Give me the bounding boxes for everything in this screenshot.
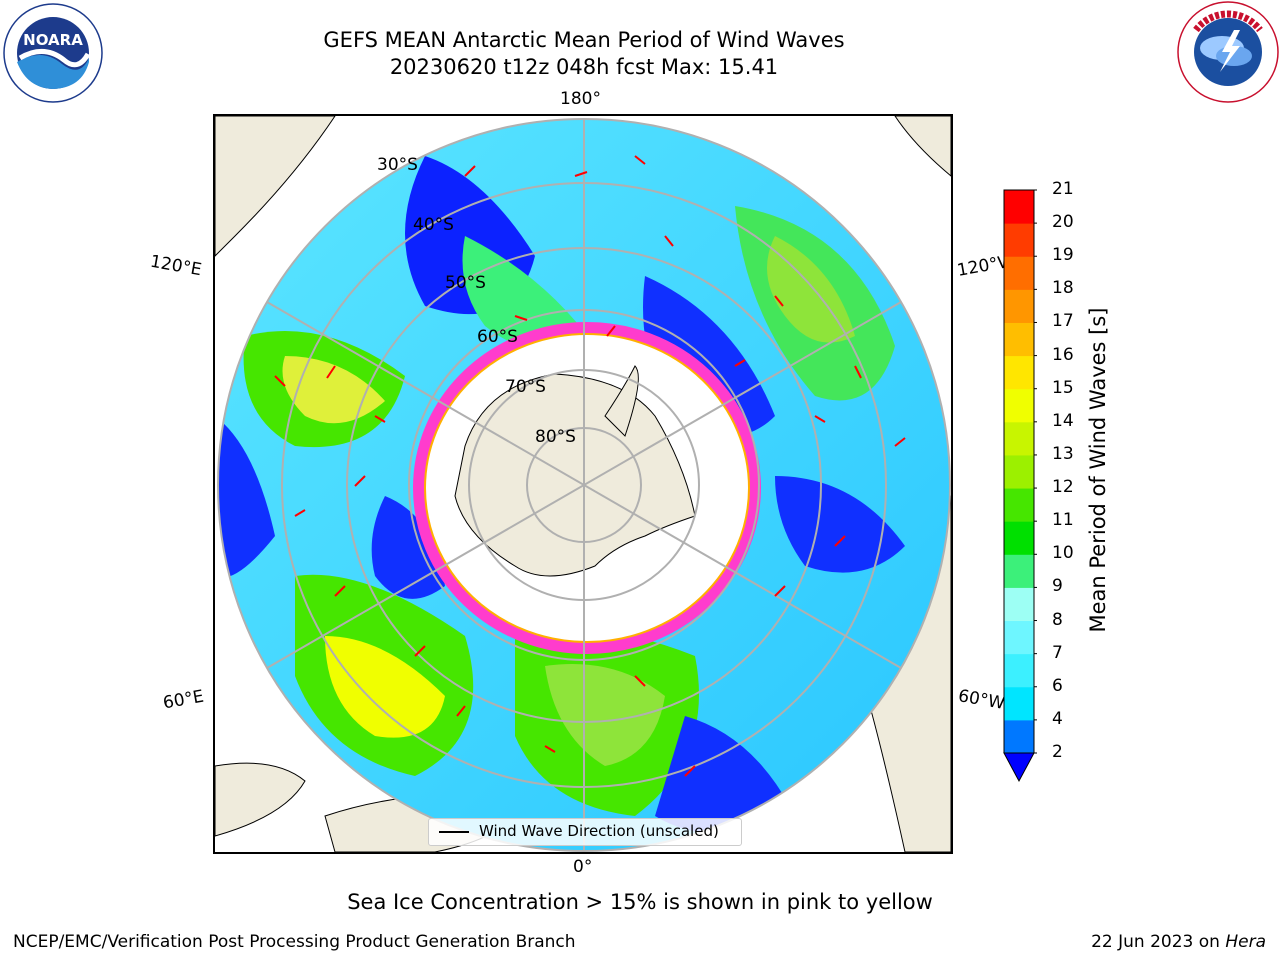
map-legend: Wind Wave Direction (unscaled) (428, 818, 742, 846)
lat-label-40s: 40°S (413, 215, 454, 235)
colorbar-tick-label: 6 (1052, 675, 1063, 696)
chart-title-line2: 20230620 t12z 048h fcst Max: 15.41 (389, 55, 779, 79)
colorbar-tick-label: 14 (1052, 410, 1074, 431)
graticule (217, 118, 951, 852)
colorbar-tick-label: 12 (1052, 477, 1074, 498)
lon-label-bottom: 0° (573, 857, 593, 877)
colorbar-segment (1004, 355, 1034, 390)
colorbar-segment (1004, 686, 1034, 721)
colorbar-segment (1004, 388, 1034, 423)
colorbar-label: Mean Period of Wind Waves [s] (1086, 307, 1110, 633)
noaa-logo: NOARA (3, 3, 103, 103)
legend-line-icon (439, 831, 469, 833)
colorbar-segment (1004, 554, 1034, 588)
polar-map-canvas: 30°S 40°S 50°S 60°S 70°S 80°S (215, 116, 951, 852)
colorbar-tick-label: 15 (1052, 377, 1074, 398)
colorbar-segment (1004, 587, 1034, 622)
colorbar-tick-label: 19 (1052, 245, 1074, 266)
colorbar-tick-label: 20 (1052, 212, 1074, 233)
legend-label: Wind Wave Direction (unscaled) (479, 822, 719, 840)
wind-wave-arrows (274, 155, 906, 777)
colorbar-segment (1004, 421, 1034, 456)
polar-map: 30°S 40°S 50°S 60°S 70°S 80°S (213, 114, 953, 854)
colorbar-tick-label: 4 (1052, 708, 1063, 729)
run-date: 22 Jun 2023 on Hera (1091, 932, 1266, 952)
colorbar-segment (1004, 488, 1034, 522)
colorbar-tick-label: 2 (1052, 742, 1063, 762)
colorbar-segment (1004, 322, 1034, 357)
colorbar-segment (1004, 190, 1034, 224)
credit-text: NCEP/EMC/Verification Post Processing Pr… (13, 932, 576, 952)
lat-label-60s: 60°S (477, 327, 518, 347)
lon-label-lower-left: 60°E (161, 686, 206, 714)
machine-name: Hera (1225, 932, 1266, 952)
colorbar-outline (1003, 189, 1035, 754)
colorbar-segment (1004, 256, 1034, 290)
nws-logo (1177, 1, 1279, 103)
colorbar-segment (1004, 289, 1034, 323)
colorbar-tick-label: 13 (1052, 443, 1074, 464)
run-date-prefix: 22 Jun 2023 on (1091, 932, 1220, 952)
lon-label-lower-right: 60°W (956, 686, 1007, 714)
colorbar-tick-label: 8 (1052, 609, 1063, 630)
lat-label-80s: 80°S (535, 427, 576, 447)
lat-label-70s: 70°S (505, 377, 546, 397)
colorbar-segment (1004, 719, 1034, 754)
colorbar-tick-label: 18 (1052, 278, 1074, 299)
noaa-logo-text: NOARA (23, 31, 83, 49)
lat-label-50s: 50°S (445, 273, 486, 293)
colorbar-segment (1004, 454, 1034, 489)
sea-ice-note: Sea Ice Concentration > 15% is shown in … (347, 890, 933, 914)
colorbar-tick-label: 16 (1052, 344, 1074, 365)
colorbar-tick-label: 17 (1052, 311, 1074, 332)
colorbar-segment (1004, 521, 1034, 555)
colorbar-tick-label: 9 (1052, 576, 1063, 597)
colorbar-tick-label: 10 (1052, 543, 1074, 564)
colorbar-tick-label: 7 (1052, 642, 1063, 663)
colorbar-tick-label: 11 (1052, 510, 1074, 531)
chart-title-line1: GEFS MEAN Antarctic Mean Period of Wind … (323, 28, 845, 52)
colorbar-segment (1004, 620, 1034, 655)
colorbar (1003, 189, 1037, 783)
lat-label-30s: 30°S (377, 155, 418, 175)
colorbar-segment (1004, 653, 1034, 688)
colorbar-tick-label: 21 (1052, 179, 1074, 199)
lon-label-top: 180° (560, 89, 601, 109)
colorbar-extend-triangle (1003, 752, 1035, 783)
colorbar-segment (1004, 223, 1034, 257)
lon-label-upper-left: 120°E (148, 251, 204, 281)
